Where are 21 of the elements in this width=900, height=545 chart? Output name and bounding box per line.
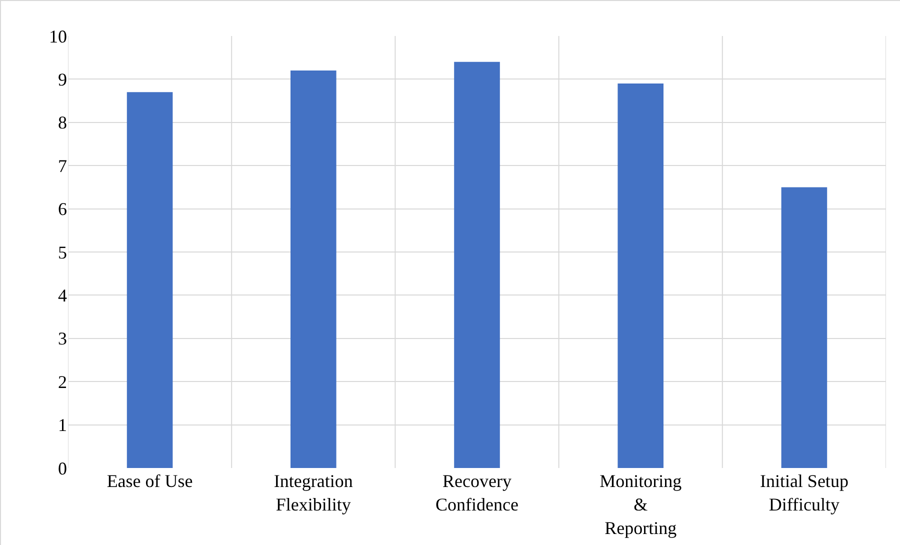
x-tick-label: Integration Flexibility (274, 471, 353, 514)
y-tick-label: 6 (58, 199, 67, 220)
y-tick-label: 2 (58, 372, 67, 392)
bar (126, 92, 173, 468)
bar (290, 70, 336, 468)
y-tick-label: 8 (58, 112, 67, 133)
bar (781, 187, 828, 468)
y-tick-label: 10 (49, 26, 67, 46)
bar (454, 62, 500, 468)
y-tick-label: 9 (58, 70, 67, 90)
y-tick-label: 1 (58, 415, 67, 436)
y-tick-label: 0 (58, 458, 67, 478)
y-tick-label: 5 (58, 242, 67, 262)
x-tick-label: Initial Setup Difficulty (760, 471, 848, 514)
bar (618, 84, 664, 468)
x-tick-label: Recovery Confidence (436, 471, 518, 514)
x-tick-label: Ease of Use (106, 471, 193, 491)
x-tick-label: Monitoring & Reporting (600, 471, 682, 538)
y-tick-label: 4 (58, 286, 67, 306)
y-tick-label: 3 (58, 328, 67, 349)
y-tick-label: 7 (58, 156, 67, 176)
